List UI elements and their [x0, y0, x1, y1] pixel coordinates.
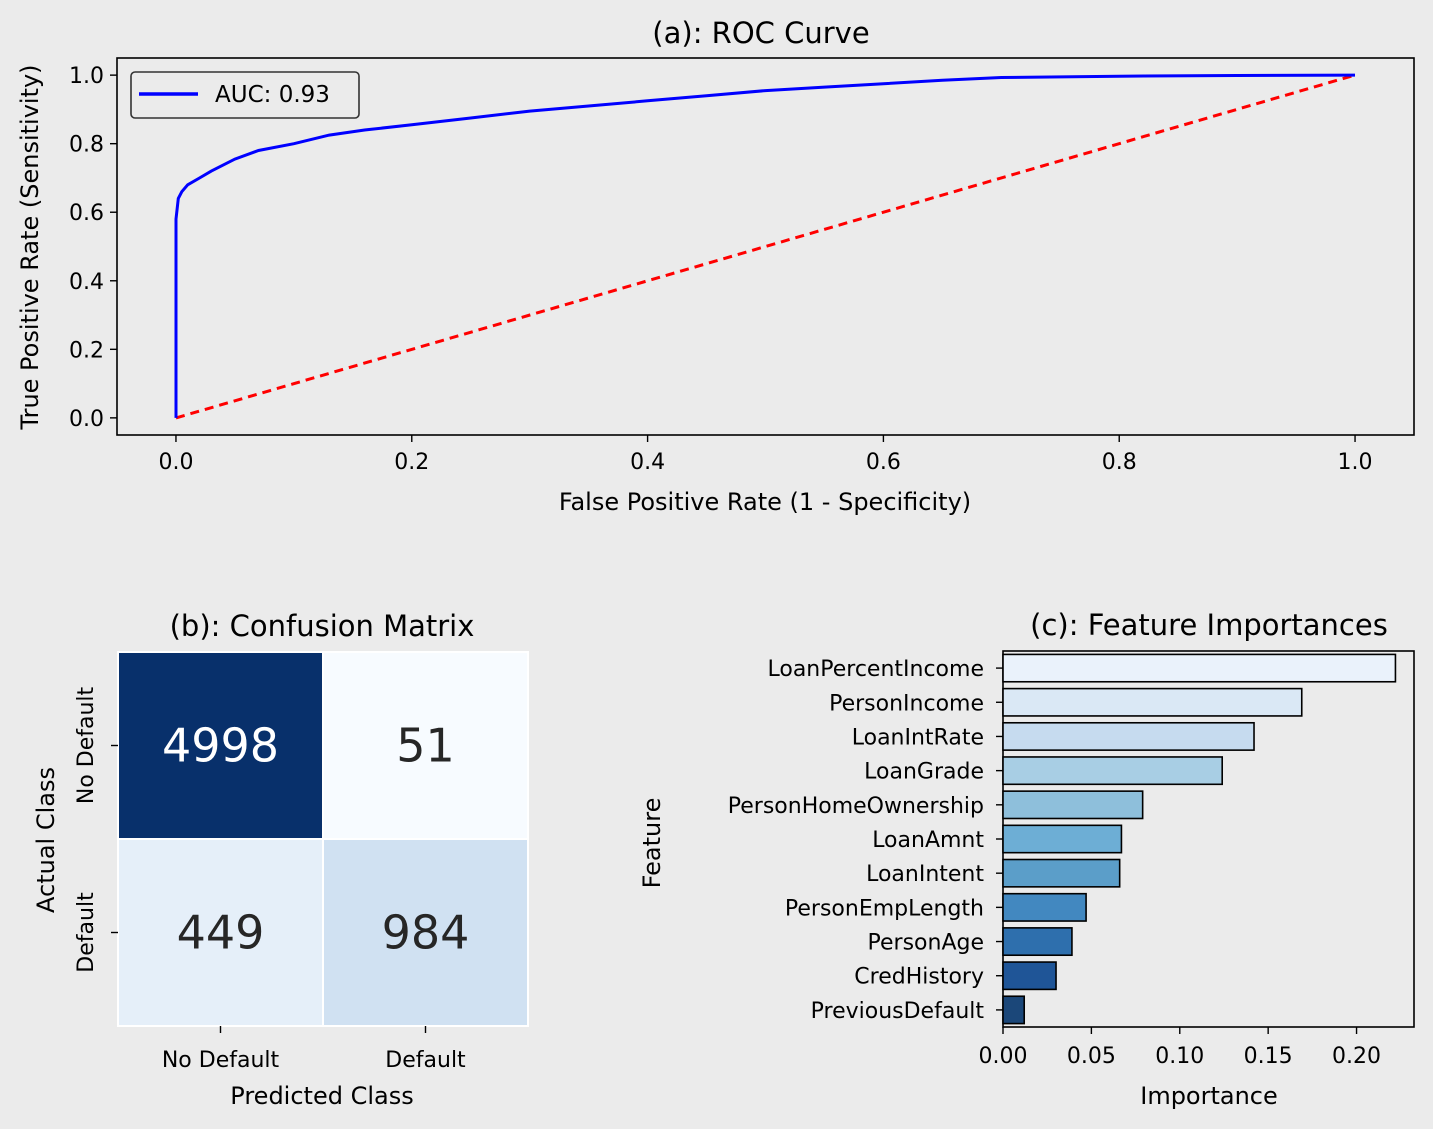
fi-bar: [1002, 756, 1223, 786]
fi-ylabel: Feature: [638, 798, 666, 889]
fi-category-label: PersonHomeOwnership: [728, 794, 984, 819]
fi-x-tick-label: 0.00: [979, 1044, 1028, 1069]
roc-series: [174, 73, 1356, 420]
fi-title: (c): Feature Importances: [1030, 608, 1388, 642]
fi-category-label: LoanGrade: [864, 760, 984, 785]
roc-x-tick-label: 0.0: [158, 450, 193, 475]
roc-y-tick-label: 0.0: [69, 407, 104, 432]
cm-cell-value: 449: [177, 906, 265, 960]
fi-bar: [1002, 687, 1303, 717]
cm-xlabel: Predicted Class: [230, 1082, 413, 1110]
roc-x-tick-label: 0.8: [1102, 450, 1137, 475]
fi-bar: [1002, 892, 1087, 922]
cm-x-tick-label: No Default: [162, 1048, 280, 1073]
roc-y-tick-label: 1.0: [69, 64, 104, 89]
fi-bar: [1002, 721, 1255, 751]
fi-category-label: LoanIntent: [866, 862, 984, 887]
cm-cell-value: 4998: [162, 719, 279, 773]
fi-x-tick-label: 0.20: [1332, 1044, 1381, 1069]
roc-chance-line: [175, 73, 1356, 420]
roc-curve-line: [174, 73, 1356, 418]
roc-y-tick-label: 0.8: [69, 133, 104, 158]
fi-category-label: PersonAge: [868, 931, 984, 956]
fi-category-label: PersonEmpLength: [785, 896, 984, 921]
roc-y-ticks: 0.0 0.2 0.4 0.6 0.8 1.0: [69, 64, 117, 432]
fi-bar: [1002, 961, 1057, 991]
fi-bar: [1002, 927, 1073, 957]
legend-label: AUC: 0.93: [215, 82, 330, 108]
feature-importance-chart: (c): Feature Importances LoanPercentInco…: [638, 608, 1415, 1110]
confusion-matrix-chart: (b): Confusion Matrix 4998 51 449 984 No De…: [32, 609, 529, 1110]
roc-y-tick-label: 0.2: [69, 338, 104, 363]
fi-x-tick-label: 0.05: [1067, 1044, 1116, 1069]
fi-bar: [1002, 824, 1123, 854]
roc-x-ticks: 0.0 0.2 0.4 0.6 0.8 1.0: [158, 435, 1373, 475]
roc-x-tick-label: 1.0: [1338, 450, 1373, 475]
fi-category-label: PreviousDefault: [811, 999, 985, 1024]
cm-cell: [117, 651, 324, 840]
fi-x-tick-label: 0.15: [1244, 1044, 1293, 1069]
roc-x-tick-label: 0.6: [866, 450, 901, 475]
fi-bar: [1002, 790, 1144, 820]
legend-box: [130, 71, 360, 119]
roc-ylabel: True Positive Rate (Sensitivity): [16, 64, 44, 430]
cm-cell-value: 984: [382, 906, 470, 960]
fi-category-label: LoanPercentIncome: [768, 657, 985, 682]
cm-y-tick-label: Default: [74, 892, 99, 973]
fi-category-label: LoanAmnt: [872, 828, 984, 853]
roc-xlabel: False Positive Rate (1 - Specificity): [559, 488, 971, 516]
fi-xlabel: Importance: [1140, 1082, 1278, 1110]
roc-chart: (a): ROC Curve 0.0 0.2 0.4 0.6 0.8 1.0 0.0 0.2…: [16, 16, 1415, 516]
cm-ylabel: Actual Class: [32, 767, 60, 913]
cm-title: (b): Confusion Matrix: [170, 609, 475, 643]
fi-category-label: CredHistory: [854, 965, 984, 990]
roc-x-tick-label: 0.4: [630, 450, 665, 475]
fi-category-label: LoanIntRate: [852, 725, 984, 750]
fi-bar: [1002, 995, 1026, 1025]
roc-y-tick-label: 0.4: [69, 270, 104, 295]
cm-cells: 4998 51 449 984: [117, 651, 529, 1027]
roc-y-tick-label: 0.6: [69, 201, 104, 226]
cm-x-tick-label: Default: [385, 1048, 466, 1073]
fi-x-ticks: 0.00 0.05 0.10 0.15 0.20: [979, 1027, 1381, 1069]
cm-ticks: No Default Default No Default Default: [74, 686, 466, 1073]
fi-bar: [1002, 858, 1121, 888]
roc-legend: AUC: 0.93: [130, 71, 360, 119]
roc-title: (a): ROC Curve: [652, 16, 869, 50]
roc-x-tick-label: 0.2: [394, 450, 429, 475]
cm-cell-value: 51: [396, 719, 455, 773]
fi-x-tick-label: 0.10: [1155, 1044, 1204, 1069]
fi-bar: [1002, 653, 1397, 683]
cm-y-tick-label: No Default: [74, 686, 99, 804]
fi-category-label: PersonIncome: [829, 691, 984, 716]
roc-plot-area: [116, 57, 1415, 436]
fi-bars: LoanPercentIncome PersonIncome LoanIntRate…: [728, 653, 1397, 1025]
